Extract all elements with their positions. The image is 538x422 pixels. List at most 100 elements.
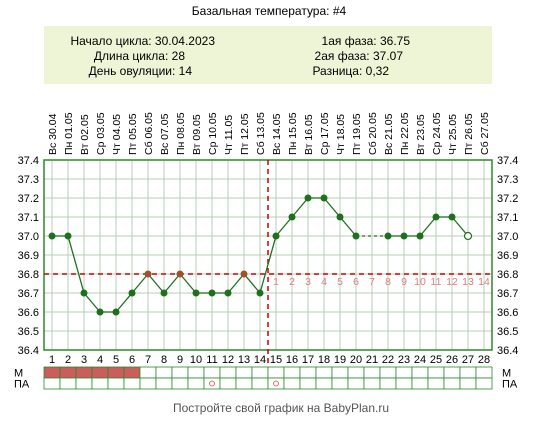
intercourse-cell[interactable] xyxy=(139,377,157,390)
menses-cell[interactable] xyxy=(427,366,445,379)
temperature-point[interactable] xyxy=(80,289,88,297)
intercourse-cell[interactable] xyxy=(427,377,445,390)
temperature-point[interactable] xyxy=(208,289,216,297)
temperature-point[interactable] xyxy=(224,289,232,297)
temperature-point[interactable] xyxy=(288,213,296,221)
intercourse-cell[interactable] xyxy=(443,377,461,390)
temperature-point[interactable] xyxy=(416,232,424,240)
intercourse-cell[interactable] xyxy=(299,377,317,390)
day-number-label: 25 xyxy=(430,354,442,366)
intercourse-cell[interactable] xyxy=(363,377,381,390)
temperature-point[interactable] xyxy=(192,289,200,297)
day-number-label: 22 xyxy=(382,354,394,366)
temperature-point[interactable] xyxy=(96,308,104,316)
phase2-text: 2ая фаза: 37.07 xyxy=(315,49,404,63)
temperature-point[interactable] xyxy=(384,232,392,240)
temperature-point[interactable] xyxy=(128,289,136,297)
menses-cell[interactable] xyxy=(251,366,269,379)
menses-cell[interactable] xyxy=(187,366,205,379)
temperature-point[interactable] xyxy=(256,289,264,297)
menses-cell[interactable] xyxy=(107,366,125,379)
temperature-point[interactable] xyxy=(272,232,280,240)
intercourse-cell[interactable] xyxy=(91,377,109,390)
menses-cell[interactable] xyxy=(43,366,61,379)
menses-cell[interactable] xyxy=(395,366,413,379)
date-label: Пт 05.05 xyxy=(127,113,139,155)
temperature-line-segment xyxy=(243,273,261,294)
menses-cell[interactable] xyxy=(315,366,333,379)
menses-cell[interactable] xyxy=(459,366,477,379)
menses-cell[interactable] xyxy=(123,366,141,379)
phase2-day-number: 2 xyxy=(289,276,295,288)
menses-cell[interactable] xyxy=(59,366,77,379)
menses-cell[interactable] xyxy=(283,366,301,379)
intercourse-cell[interactable] xyxy=(171,377,189,390)
footer-text[interactable]: Постройте свой график на BabyPlan.ru xyxy=(173,401,389,415)
menses-cell[interactable] xyxy=(219,366,237,379)
intercourse-cell[interactable] xyxy=(395,377,413,390)
intercourse-cell[interactable] xyxy=(315,377,333,390)
day-number-label: 27 xyxy=(462,354,474,366)
intercourse-cell[interactable] xyxy=(379,377,397,390)
temperature-point[interactable] xyxy=(352,232,360,240)
day-number-label: 21 xyxy=(366,354,378,366)
intercourse-mark xyxy=(273,380,279,387)
temperature-point[interactable] xyxy=(112,308,120,316)
menses-cell[interactable] xyxy=(443,366,461,379)
intercourse-cell[interactable] xyxy=(251,377,269,390)
day-number-label: 13 xyxy=(238,354,250,366)
temperature-line-segment xyxy=(147,273,165,294)
temperature-point-special[interactable] xyxy=(240,270,248,278)
intercourse-cell[interactable] xyxy=(411,377,429,390)
date-label: Ср 17.05 xyxy=(319,112,331,155)
intercourse-cell[interactable] xyxy=(187,377,205,390)
menses-cell[interactable] xyxy=(155,366,173,379)
intercourse-cell[interactable] xyxy=(59,377,77,390)
temperature-point-excluded[interactable] xyxy=(463,231,473,241)
menses-cell[interactable] xyxy=(203,366,221,379)
temperature-point[interactable] xyxy=(432,213,440,221)
menses-cell[interactable] xyxy=(91,366,109,379)
day-number-label: 24 xyxy=(414,354,426,366)
intercourse-cell[interactable] xyxy=(203,377,221,390)
temperature-point[interactable] xyxy=(400,232,408,240)
intercourse-cell[interactable] xyxy=(43,377,61,390)
intercourse-cell[interactable] xyxy=(267,377,285,390)
intercourse-cell[interactable] xyxy=(331,377,349,390)
intercourse-cell[interactable] xyxy=(123,377,141,390)
temperature-point[interactable] xyxy=(48,232,56,240)
temperature-point-special[interactable] xyxy=(144,270,152,278)
menses-cell[interactable] xyxy=(267,366,285,379)
menses-cell[interactable] xyxy=(347,366,365,379)
intercourse-cell[interactable] xyxy=(107,377,125,390)
temperature-point[interactable] xyxy=(160,289,168,297)
menses-cell[interactable] xyxy=(379,366,397,379)
intercourse-cell[interactable] xyxy=(75,377,93,390)
menses-cell[interactable] xyxy=(411,366,429,379)
menses-cell[interactable] xyxy=(475,366,493,379)
intercourse-cell[interactable] xyxy=(459,377,477,390)
menses-cell[interactable] xyxy=(331,366,349,379)
temperature-point[interactable] xyxy=(304,194,312,202)
temperature-point[interactable] xyxy=(448,213,456,221)
menses-cell[interactable] xyxy=(139,366,157,379)
intercourse-cell[interactable] xyxy=(283,377,301,390)
menses-cell[interactable] xyxy=(75,366,93,379)
temperature-point[interactable] xyxy=(336,213,344,221)
menses-cell[interactable] xyxy=(363,366,381,379)
row-label-right: ПА xyxy=(502,379,518,391)
menses-cell[interactable] xyxy=(299,366,317,379)
menses-cell[interactable] xyxy=(171,366,189,379)
intercourse-cell[interactable] xyxy=(155,377,173,390)
intercourse-cell[interactable] xyxy=(475,377,493,390)
temperature-point[interactable] xyxy=(320,194,328,202)
menses-cell[interactable] xyxy=(235,366,253,379)
intercourse-cell[interactable] xyxy=(235,377,253,390)
temperature-point[interactable] xyxy=(64,232,72,240)
date-label: Вс 14.05 xyxy=(271,113,283,155)
temperature-point-special[interactable] xyxy=(176,270,184,278)
intercourse-cell[interactable] xyxy=(347,377,365,390)
intercourse-cell[interactable] xyxy=(219,377,237,390)
difference-text: Разница: 0,32 xyxy=(312,64,389,78)
day-number-label: 2 xyxy=(65,354,71,366)
